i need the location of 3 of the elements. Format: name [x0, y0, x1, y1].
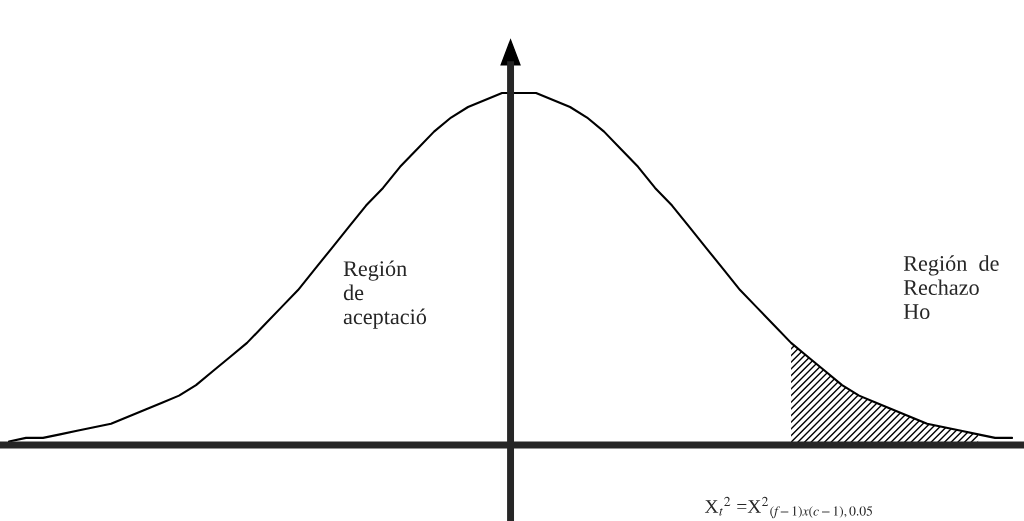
annotation: Región de aceptació	[343, 260, 427, 329]
annotation: Región de Rechazo Ho	[903, 255, 999, 320]
text: X$_{t}$$^{2}$ =X$^{2}$$_{(f−1)x(c−1),0.05}$	[704, 496, 873, 519]
